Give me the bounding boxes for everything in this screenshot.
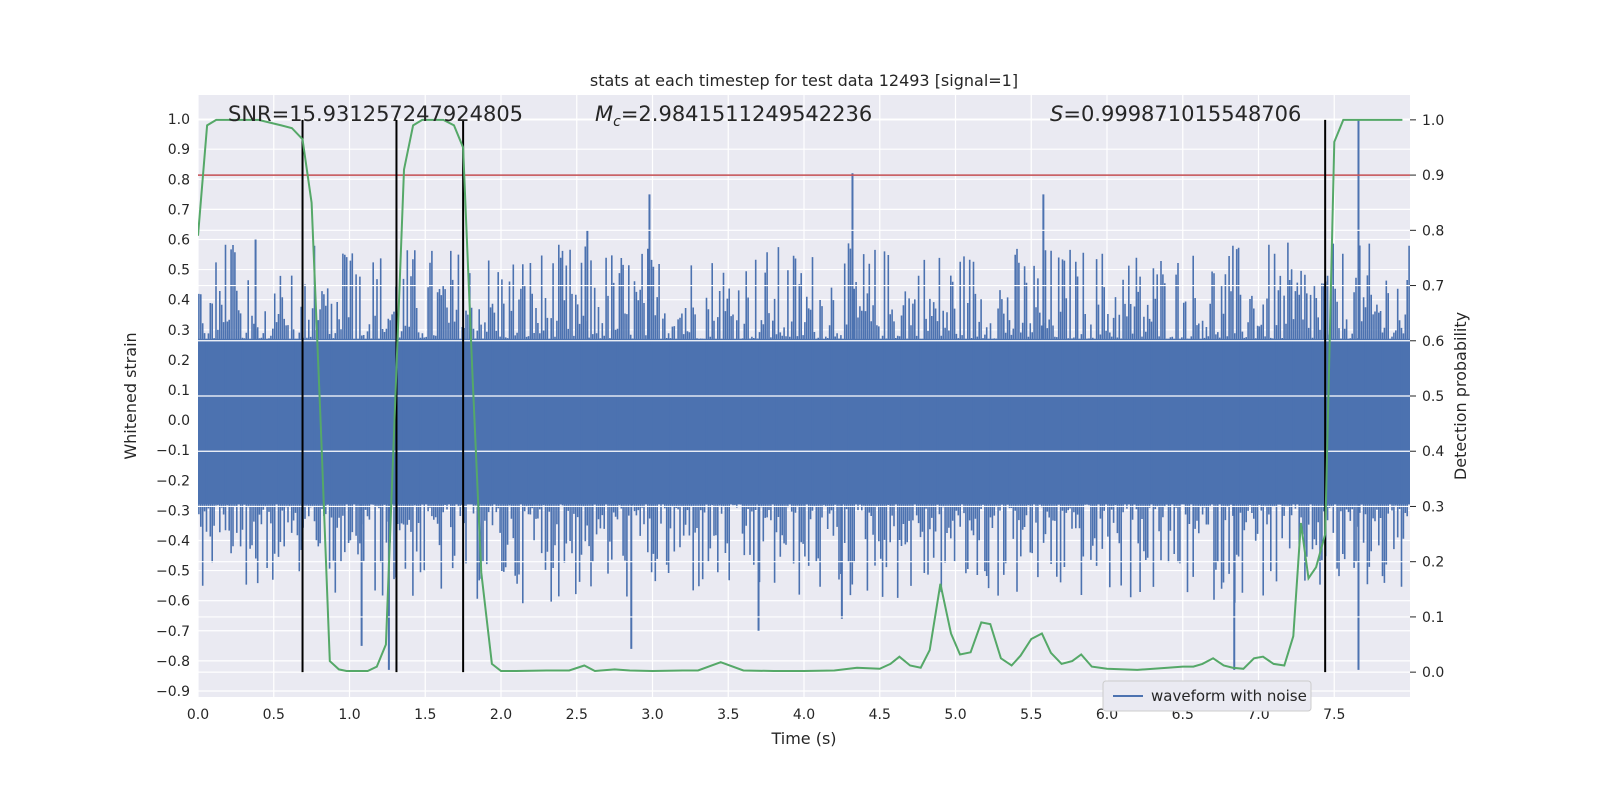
y-tick-label: −0.6 <box>156 594 190 610</box>
y-tick-label: 0.3 <box>168 323 190 339</box>
y2-tick-label: 0.2 <box>1422 555 1444 571</box>
y-tick-label: 0.9 <box>168 142 190 158</box>
y-tick-labels: 1.0 0.9 0.8 0.7 0.6 0.5 0.4 0.3 0.2 0.1 0.0 −0.1 −0.… <box>156 112 190 700</box>
y-tick-label: 0.6 <box>168 232 190 248</box>
y-tick-label: −0.5 <box>156 564 190 580</box>
waveform-core <box>198 338 1410 505</box>
x-tick-label: 7.5 <box>1323 707 1345 723</box>
x-tick-label: 4.5 <box>869 707 891 723</box>
y-tick-label: 0.2 <box>168 353 190 369</box>
y-axis-label: Whitened strain <box>121 332 140 459</box>
y-tick-label: −0.8 <box>156 654 190 670</box>
y2-axis-label: Detection probability <box>1451 312 1470 480</box>
waveform-series <box>198 119 1410 670</box>
x-axis-label: Time (s) <box>770 729 836 748</box>
x-tick-label: 0.0 <box>187 707 209 723</box>
y2-tick-label: 0.1 <box>1422 610 1444 626</box>
y-tick-label: −0.3 <box>156 503 190 519</box>
y-tick-label: −0.9 <box>156 684 190 700</box>
x-tick-label: 4.0 <box>793 707 815 723</box>
snr-annotation: SNR=15.931257247924805 <box>228 102 523 126</box>
s-value: =0.999871015548706 <box>1063 102 1301 126</box>
legend-label: waveform with noise <box>1151 687 1307 705</box>
y-tick-label: 0.4 <box>168 293 190 309</box>
y2-tick-label: 0.0 <box>1422 665 1444 681</box>
mc-symbol: M <box>595 102 613 126</box>
y2-tick-label: 0.9 <box>1422 168 1444 184</box>
y-tick-label: −0.7 <box>156 624 190 640</box>
y2-tick-label: 0.4 <box>1422 444 1444 460</box>
x-tick-label: 5.0 <box>944 707 966 723</box>
y2-tick-label: 0.5 <box>1422 389 1444 405</box>
y-tick-label: 0.0 <box>168 413 190 429</box>
y-tick-label: 0.8 <box>168 172 190 188</box>
x-tick-label: 2.5 <box>566 707 588 723</box>
y-tick-label: 0.5 <box>168 263 190 279</box>
x-tick-label: 5.5 <box>1020 707 1042 723</box>
event-lines <box>301 119 1327 673</box>
mc-value: =2.9841511249542236 <box>621 102 872 126</box>
chart-title: stats at each timestep for test data 124… <box>590 71 1018 90</box>
y-tick-label: −0.4 <box>156 533 190 549</box>
x-tick-label: 0.5 <box>263 707 285 723</box>
x-tick-label: 2.0 <box>490 707 512 723</box>
y-tick-label: 0.7 <box>168 202 190 218</box>
legend: waveform with noise <box>1102 680 1312 712</box>
y-tick-label: −0.1 <box>156 443 190 459</box>
s-symbol: S <box>1050 102 1063 126</box>
y2-tick-labels: 1.0 0.9 0.8 0.7 0.6 0.5 0.4 0.3 0.2 0.1 0.0 <box>1410 113 1444 681</box>
chirp-mass-annotation: Mc=2.9841511249542236 <box>595 102 872 130</box>
y2-tick-label: 1.0 <box>1422 113 1444 129</box>
plot-content <box>198 118 1410 673</box>
y2-tick-label: 0.8 <box>1422 223 1444 239</box>
x-tick-label: 1.5 <box>414 707 436 723</box>
x-tick-label: 3.5 <box>717 707 739 723</box>
x-tick-label: 1.0 <box>338 707 360 723</box>
x-tick-label: 3.0 <box>641 707 663 723</box>
y2-tick-label: 0.7 <box>1422 279 1444 295</box>
detection-probability-line <box>198 118 1403 673</box>
legend-box <box>1102 680 1312 712</box>
mc-subscript: c <box>613 114 621 130</box>
y2-tick-label: 0.3 <box>1422 499 1444 515</box>
y-tick-label: −0.2 <box>156 473 190 489</box>
y-tick-label: 0.1 <box>168 383 190 399</box>
y2-tick-label: 0.6 <box>1422 334 1444 350</box>
score-annotation: S=0.999871015548706 <box>1050 102 1301 126</box>
y-tick-label: 1.0 <box>168 112 190 128</box>
waveform-trace <box>198 242 1410 604</box>
